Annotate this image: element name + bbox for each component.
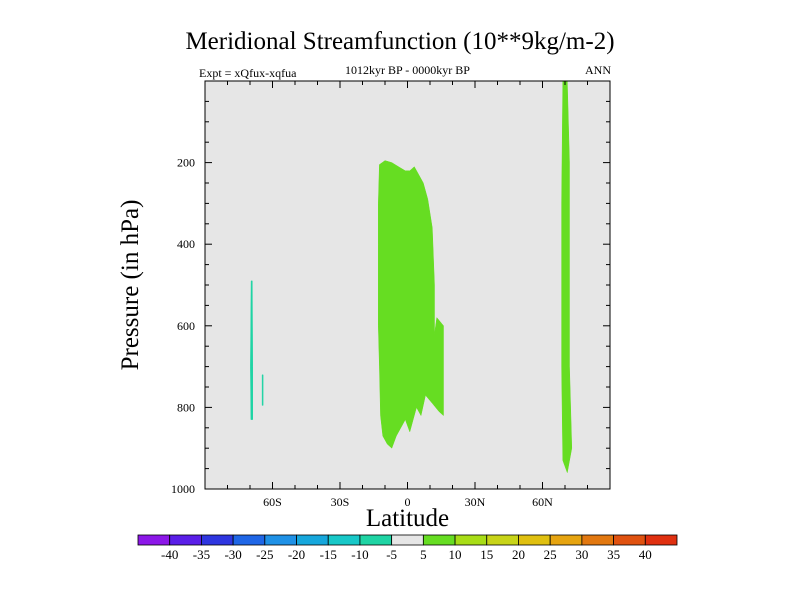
contour-region-southern-negative-sliver — [250, 280, 253, 420]
y-tick-label: 200 — [177, 156, 195, 170]
x-tick-label: 0 — [405, 495, 411, 509]
colorbar-box — [644, 534, 678, 546]
x-tick-label: 30N — [465, 495, 486, 509]
colorbar-box — [137, 534, 171, 546]
colorbar-box — [581, 534, 614, 546]
contour-region-northern-positive-band — [561, 80, 573, 474]
colorbar-label: 20 — [512, 547, 525, 562]
colorbar-label: -5 — [386, 547, 397, 562]
y-tick-label: 400 — [177, 237, 195, 251]
colorbar-box — [232, 534, 266, 546]
x-tick-label: 60S — [263, 495, 282, 509]
colorbar-label: 35 — [607, 547, 620, 562]
colorbar-label: 10 — [449, 547, 462, 562]
chart-title: Meridional Streamfunction (10**9kg/m-2) — [185, 28, 615, 55]
colorbar-label: 30 — [575, 547, 588, 562]
season-label: ANN — [585, 63, 611, 77]
colorbar-box — [486, 534, 519, 546]
colorbar-label: -40 — [161, 547, 178, 562]
colorbar-label: -15 — [320, 547, 337, 562]
colorbar-box — [549, 534, 583, 546]
colorbar-box — [391, 534, 424, 546]
colorbar-box — [296, 534, 329, 546]
colorbar-box — [613, 534, 646, 546]
x-tick-label: 30S — [331, 495, 350, 509]
colorbar-label: -10 — [351, 547, 368, 562]
colorbar-box — [454, 534, 488, 546]
experiment-label: Expt = xQfux-xqfua — [199, 66, 297, 80]
y-tick-label: 800 — [177, 400, 195, 414]
colorbar-box — [264, 534, 297, 546]
chart-subtitle: 1012kyr BP - 0000kyr BP — [345, 63, 470, 77]
y-tick-label: 600 — [177, 319, 195, 333]
y-axis-title: Pressure (in hPa) — [117, 200, 144, 371]
colorbar-box — [169, 534, 202, 546]
colorbar-box — [518, 534, 551, 546]
colorbar-box — [359, 534, 393, 546]
colorbar-box — [201, 534, 234, 546]
colorbar-label: -30 — [224, 547, 241, 562]
colorbar-label: -20 — [288, 547, 305, 562]
y-tick-label: 1000 — [171, 482, 195, 496]
contour-region-tropical-positive-cell — [378, 160, 444, 449]
colorbar-box — [422, 534, 456, 546]
contour-region-southern-negative-tick — [261, 374, 264, 406]
colorbar-label: -35 — [193, 547, 210, 562]
colorbar-box — [327, 534, 361, 546]
x-tick-label: 60N — [532, 495, 553, 509]
colorbar-label: 5 — [420, 547, 427, 562]
colorbar-label: -25 — [256, 547, 273, 562]
colorbar-label: 25 — [544, 547, 557, 562]
x-axis-title: Latitude — [366, 505, 449, 532]
colorbar-label: 15 — [480, 547, 493, 562]
colorbar-label: 40 — [639, 547, 652, 562]
